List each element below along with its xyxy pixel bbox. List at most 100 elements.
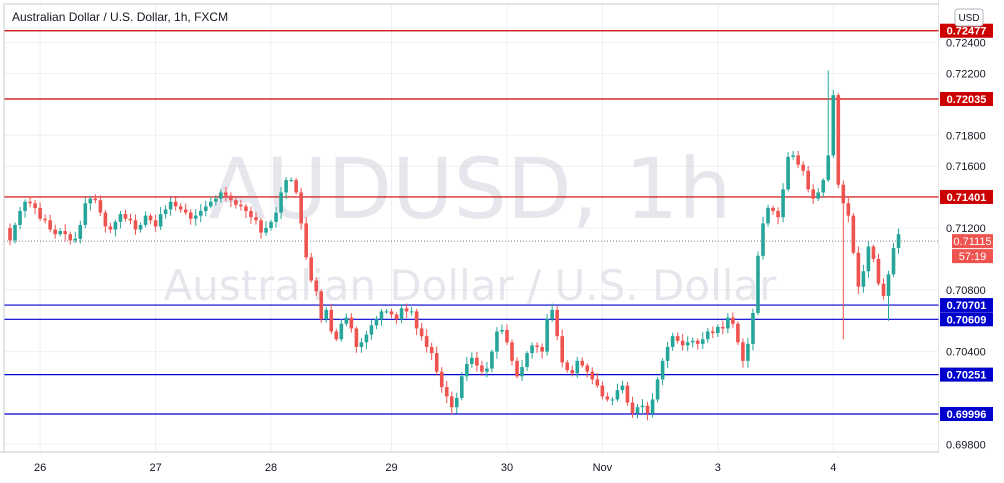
candle <box>590 367 595 385</box>
candle <box>716 324 720 338</box>
candle-body <box>485 368 489 372</box>
candle-body <box>339 323 344 340</box>
currency-badge[interactable]: USD <box>954 8 984 27</box>
candle <box>324 306 329 323</box>
candle <box>424 329 429 353</box>
candle-body <box>148 215 153 221</box>
candle-body <box>580 360 585 366</box>
candle <box>460 372 464 401</box>
candle <box>349 313 354 333</box>
candle-body <box>183 209 188 213</box>
candle <box>214 195 218 206</box>
candle-body <box>449 396 454 408</box>
watermark-description: Australian Dollar / U.S. Dollar <box>164 261 778 310</box>
candle-body <box>535 345 539 347</box>
candle <box>304 216 308 260</box>
candle-body <box>369 325 374 335</box>
candle-body <box>605 396 610 400</box>
candle <box>866 241 871 279</box>
candle-body <box>153 220 158 227</box>
resistance-level-label: 0.72035 <box>947 94 987 106</box>
candle-body <box>520 367 524 377</box>
candle-body <box>13 224 17 241</box>
candle-body <box>500 329 504 332</box>
candle-body <box>575 360 580 374</box>
candle-body <box>193 215 198 219</box>
candle-body <box>113 221 118 230</box>
candle <box>505 324 509 346</box>
resistance-level-tag <box>940 92 993 107</box>
candle <box>254 212 258 225</box>
candle <box>886 270 891 321</box>
candle-body <box>731 317 735 324</box>
candle-body <box>550 309 554 320</box>
candle <box>650 393 655 418</box>
candle-body <box>570 370 575 374</box>
candle <box>344 313 349 327</box>
candle <box>43 214 47 224</box>
candle-body <box>595 379 600 386</box>
candle <box>896 228 901 254</box>
candle-body <box>349 317 354 329</box>
candle-body <box>726 317 730 329</box>
candle <box>369 319 374 340</box>
candle-body <box>229 195 233 201</box>
candle <box>28 196 32 208</box>
candle <box>881 278 886 300</box>
candle <box>354 326 359 353</box>
candle <box>374 315 379 330</box>
candle <box>178 203 183 213</box>
candle-body <box>685 342 690 346</box>
x-tick-label: 26 <box>34 462 46 474</box>
candle-body <box>279 192 283 213</box>
candle <box>73 231 78 244</box>
candle <box>429 342 434 361</box>
candle-body <box>389 311 394 315</box>
candle <box>188 209 193 225</box>
candle-body <box>861 271 866 287</box>
candle <box>163 205 168 219</box>
currency-badge-box[interactable] <box>954 8 984 27</box>
candle <box>53 224 57 239</box>
chart-title: Australian Dollar / U.S. Dollar, 1h, FXC… <box>12 10 228 24</box>
support-level-label: 0.69996 <box>947 409 987 421</box>
candle-body <box>244 206 248 212</box>
candle-body <box>118 214 123 222</box>
candle <box>103 209 108 233</box>
candle <box>645 401 650 421</box>
candle-body <box>73 238 78 241</box>
candle <box>861 264 866 293</box>
candle-body <box>38 207 42 219</box>
candle <box>128 213 133 225</box>
candle-body <box>640 405 645 408</box>
candle <box>279 187 283 220</box>
candle <box>143 211 148 228</box>
candle-body <box>214 198 218 202</box>
candle-body <box>615 390 620 400</box>
candle <box>234 198 238 209</box>
candle <box>485 361 489 378</box>
candle-body <box>796 155 800 165</box>
currency-badge-label[interactable]: USD <box>958 13 979 24</box>
candle <box>229 192 233 208</box>
candle <box>123 209 128 222</box>
candle <box>219 189 223 203</box>
candle-body <box>158 214 163 227</box>
candle-body <box>540 346 544 352</box>
candle-body <box>786 156 790 190</box>
candle-body <box>831 95 836 156</box>
current-price-label: 0.71115 <box>953 236 991 248</box>
candle <box>399 304 404 324</box>
candle-body <box>690 340 695 343</box>
candle-body <box>475 357 479 366</box>
candle <box>269 219 273 231</box>
y-tick-label: 0.72400 <box>946 38 986 50</box>
candle <box>620 380 625 394</box>
candle-body <box>53 229 57 235</box>
candle <box>550 303 554 322</box>
candle-body <box>93 198 98 201</box>
candle <box>495 327 499 359</box>
candle-body <box>23 201 27 212</box>
y-tick-label: 0.71800 <box>946 130 986 142</box>
